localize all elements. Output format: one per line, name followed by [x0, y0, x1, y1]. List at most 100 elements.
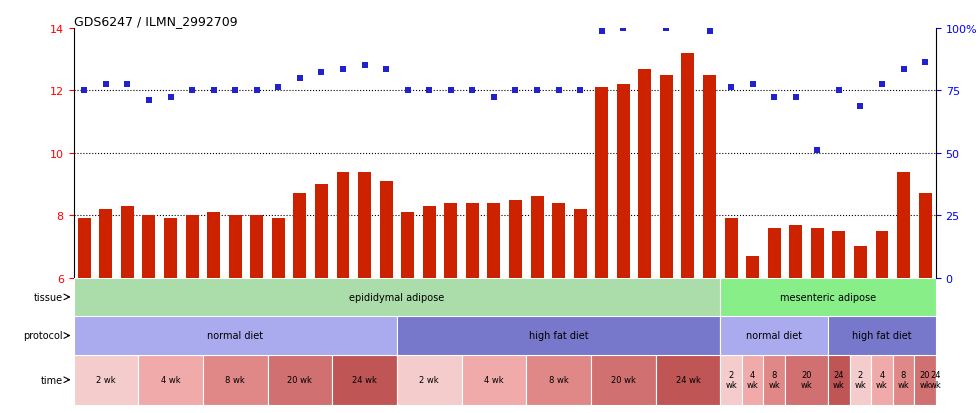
Bar — [379, 181, 393, 278]
Point — [141, 97, 157, 104]
Text: epididymal adipose: epididymal adipose — [349, 292, 445, 302]
Text: tissue: tissue — [34, 292, 63, 302]
Bar — [397, 316, 720, 355]
Bar — [918, 194, 932, 278]
Point — [357, 63, 372, 69]
Point — [831, 88, 847, 95]
Bar — [595, 88, 609, 278]
Text: 2
wk: 2 wk — [855, 370, 866, 389]
Bar — [203, 355, 268, 405]
Point — [594, 29, 610, 36]
Point — [421, 88, 437, 95]
Point — [206, 88, 221, 95]
Bar — [720, 278, 936, 316]
Bar — [74, 355, 138, 405]
Bar — [99, 209, 113, 278]
Point — [120, 82, 135, 88]
Point — [98, 82, 114, 88]
Text: 2 wk: 2 wk — [419, 375, 439, 385]
Text: 20 wk: 20 wk — [611, 375, 636, 385]
Bar — [228, 216, 242, 278]
Text: 20
wk: 20 wk — [801, 370, 812, 389]
Bar — [828, 355, 850, 405]
Bar — [185, 216, 199, 278]
Bar — [763, 355, 785, 405]
Point — [465, 88, 480, 95]
Point — [249, 88, 265, 95]
Bar — [250, 216, 264, 278]
Bar — [401, 213, 415, 278]
Bar — [914, 355, 936, 405]
Bar — [767, 228, 781, 278]
Bar — [660, 76, 673, 278]
Point — [335, 66, 351, 73]
Bar — [74, 316, 397, 355]
Bar — [552, 203, 565, 278]
Bar — [466, 203, 479, 278]
Point — [378, 66, 394, 73]
Bar — [444, 203, 458, 278]
Point — [292, 76, 308, 82]
Text: mesenteric adipose: mesenteric adipose — [780, 292, 876, 302]
Bar — [397, 355, 462, 405]
Point — [745, 82, 760, 88]
Text: 20
wk: 20 wk — [919, 370, 931, 389]
Point — [637, 22, 653, 29]
Bar — [164, 219, 177, 278]
Bar — [315, 185, 328, 278]
Bar — [74, 278, 720, 316]
Text: 8
wk: 8 wk — [898, 370, 909, 389]
Point — [702, 29, 717, 36]
Bar — [487, 203, 501, 278]
Point — [486, 94, 502, 101]
Text: 2
wk: 2 wk — [725, 370, 737, 389]
Text: 24 wk: 24 wk — [352, 375, 377, 385]
Bar — [509, 200, 522, 278]
Bar — [142, 216, 156, 278]
Bar — [720, 355, 742, 405]
Point — [163, 94, 178, 101]
Bar — [268, 355, 332, 405]
Text: high fat diet: high fat diet — [853, 331, 911, 341]
Bar — [810, 228, 824, 278]
Point — [508, 88, 523, 95]
Point — [874, 82, 890, 88]
Text: 4 wk: 4 wk — [161, 375, 180, 385]
Bar — [893, 355, 914, 405]
Point — [184, 88, 200, 95]
Bar — [526, 355, 591, 405]
Text: 2 wk: 2 wk — [96, 375, 116, 385]
Point — [809, 147, 825, 154]
Point — [917, 60, 933, 66]
Bar — [746, 256, 760, 278]
Bar — [358, 172, 371, 278]
Text: 8 wk: 8 wk — [549, 375, 568, 385]
Bar — [850, 355, 871, 405]
Bar — [897, 172, 910, 278]
Text: high fat diet: high fat diet — [529, 331, 588, 341]
Bar — [336, 172, 350, 278]
Text: 24 wk: 24 wk — [675, 375, 701, 385]
Text: 8
wk: 8 wk — [768, 370, 780, 389]
Bar — [785, 355, 828, 405]
Bar — [875, 231, 889, 278]
Bar — [720, 316, 828, 355]
Bar — [207, 213, 220, 278]
Text: 8 wk: 8 wk — [225, 375, 245, 385]
Bar — [742, 355, 763, 405]
Text: normal diet: normal diet — [207, 331, 264, 341]
Bar — [681, 54, 695, 278]
Bar — [530, 197, 544, 278]
Bar — [656, 355, 720, 405]
Point — [443, 88, 459, 95]
Bar — [332, 355, 397, 405]
Point — [788, 94, 804, 101]
Bar — [293, 194, 307, 278]
Bar — [422, 206, 436, 278]
Bar — [828, 316, 936, 355]
Text: normal diet: normal diet — [746, 331, 803, 341]
Point — [76, 88, 92, 95]
Bar — [138, 355, 203, 405]
Point — [314, 69, 329, 76]
Bar — [77, 219, 91, 278]
